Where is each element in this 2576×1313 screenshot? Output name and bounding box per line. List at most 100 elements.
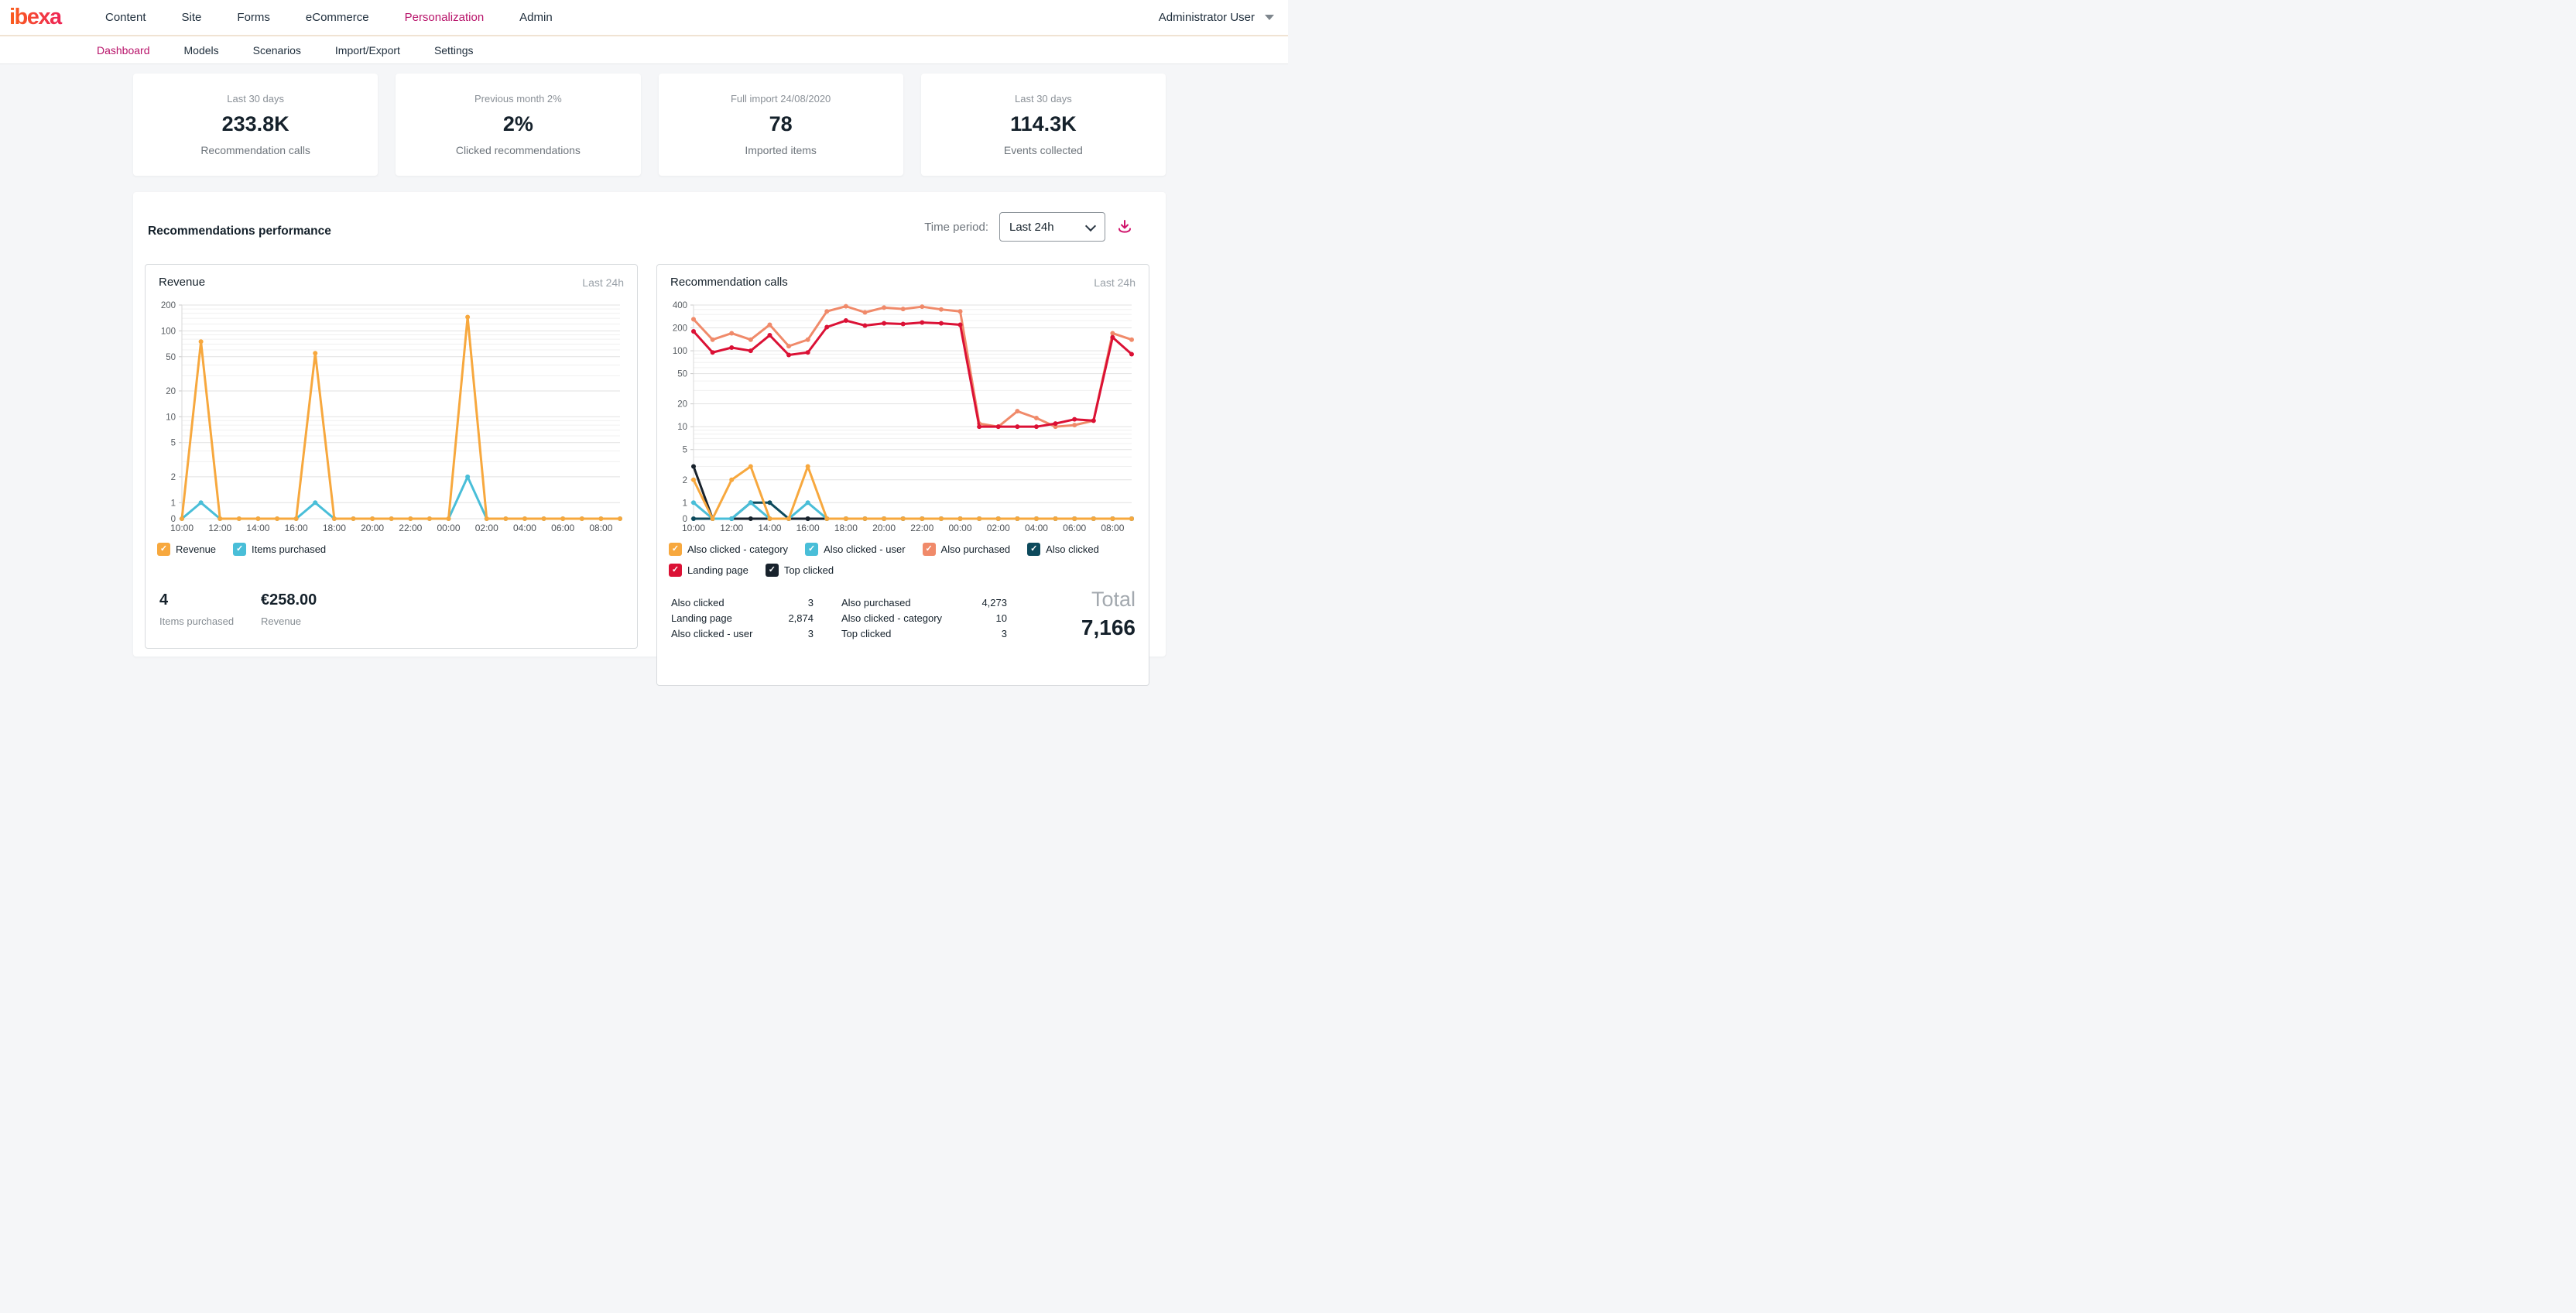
top-navigation: ibexa Content Site Forms eCommerce Perso… bbox=[0, 0, 1288, 36]
chart-header: Recommendation calls Last 24h bbox=[670, 276, 1136, 289]
kpi-label: Recommendation calls bbox=[200, 144, 310, 156]
summary-label: Landing page bbox=[671, 612, 732, 624]
recommendation-calls-chart-card: Recommendation calls Last 24h 0 1 2 5 10 20 50… bbox=[656, 264, 1149, 686]
revenue-legend: Revenue Items purchased bbox=[157, 543, 625, 556]
total-items-purchased: 4 Items purchased bbox=[159, 591, 235, 627]
legend-item-also-purchased[interactable]: Also purchased bbox=[922, 543, 1010, 556]
svg-text:16:00: 16:00 bbox=[796, 523, 820, 533]
svg-text:5: 5 bbox=[171, 439, 176, 448]
summary-label: Also clicked - category bbox=[841, 612, 943, 624]
legend-item-also-clicked[interactable]: Also clicked bbox=[1027, 543, 1099, 556]
svg-text:50: 50 bbox=[166, 353, 176, 362]
tab-models[interactable]: Models bbox=[183, 43, 219, 57]
personalization-sub-navigation: Dashboard Models Scenarios Import/Export… bbox=[0, 36, 1288, 63]
calls-total: Total 7,166 bbox=[1081, 588, 1136, 640]
checkbox-checked-icon bbox=[157, 543, 170, 556]
kpi-label: Events collected bbox=[1003, 144, 1083, 156]
checkbox-checked-icon bbox=[669, 543, 682, 556]
summary-label: Also purchased bbox=[841, 597, 911, 609]
summary-value: 10 bbox=[995, 612, 1007, 624]
svg-text:04:00: 04:00 bbox=[513, 523, 536, 533]
menu-item-admin[interactable]: Admin bbox=[519, 11, 553, 24]
ibexa-logo[interactable]: ibexa bbox=[9, 6, 94, 29]
summary-label: Top clicked bbox=[841, 628, 892, 639]
kpi-value: 78 bbox=[769, 112, 793, 135]
user-menu[interactable]: Administrator User bbox=[1159, 11, 1274, 24]
recommendation-calls-line-chart: 0 1 2 5 10 20 50 100 200 400 10:00 12:00 14:00 16:00 1… bbox=[673, 301, 1134, 533]
summary-label: Also clicked bbox=[671, 597, 724, 609]
kpi-label: Clicked recommendations bbox=[455, 144, 581, 156]
svg-text:08:00: 08:00 bbox=[1101, 523, 1124, 533]
svg-text:10:00: 10:00 bbox=[170, 523, 194, 533]
svg-text:100: 100 bbox=[161, 327, 176, 336]
svg-text:14:00: 14:00 bbox=[758, 523, 781, 533]
time-period-controls: Time period: Last 24h bbox=[924, 212, 1133, 242]
kpi-label: Imported items bbox=[745, 144, 817, 156]
main-menu: Content Site Forms eCommerce Personaliza… bbox=[105, 11, 553, 24]
svg-text:06:00: 06:00 bbox=[551, 523, 574, 533]
menu-item-site[interactable]: Site bbox=[181, 11, 202, 24]
menu-item-content[interactable]: Content bbox=[105, 11, 146, 24]
legend-item-also-clicked-user[interactable]: Also clicked - user bbox=[805, 543, 906, 556]
svg-text:2: 2 bbox=[683, 476, 687, 485]
svg-text:12:00: 12:00 bbox=[720, 523, 743, 533]
tab-import-export[interactable]: Import/Export bbox=[334, 43, 400, 57]
checkbox-checked-icon bbox=[233, 543, 247, 556]
svg-text:50: 50 bbox=[677, 370, 687, 379]
summary-label: Also clicked - user bbox=[671, 628, 753, 639]
svg-text:02:00: 02:00 bbox=[475, 523, 498, 533]
svg-text:16:00: 16:00 bbox=[285, 523, 308, 533]
checkbox-checked-icon bbox=[805, 543, 819, 556]
menu-item-ecommerce[interactable]: eCommerce bbox=[305, 11, 369, 24]
legend-item-items-purchased[interactable]: Items purchased bbox=[233, 543, 326, 556]
legend-item-also-clicked-category[interactable]: Also clicked - category bbox=[669, 543, 788, 556]
svg-text:20: 20 bbox=[677, 400, 687, 410]
chevron-down-icon bbox=[1265, 15, 1274, 20]
checkbox-checked-icon bbox=[765, 564, 779, 577]
legend-item-top-clicked[interactable]: Top clicked bbox=[765, 564, 834, 577]
tab-settings[interactable]: Settings bbox=[433, 43, 474, 57]
svg-text:00:00: 00:00 bbox=[437, 523, 461, 533]
kpi-value: 233.8K bbox=[221, 112, 289, 135]
section-title: Recommendations performance bbox=[148, 225, 331, 238]
kpi-period: Last 30 days bbox=[1015, 93, 1072, 105]
summary-value: 4,273 bbox=[981, 597, 1007, 609]
svg-text:06:00: 06:00 bbox=[1063, 523, 1086, 533]
kpi-card-events-collected: Last 30 days 114.3K Events collected bbox=[920, 74, 1166, 176]
recommendations-performance-section: Recommendations performance Time period:… bbox=[133, 192, 1166, 686]
tab-scenarios[interactable]: Scenarios bbox=[252, 43, 301, 57]
download-button[interactable] bbox=[1116, 218, 1133, 235]
svg-text:0: 0 bbox=[683, 515, 687, 524]
time-period-select[interactable]: Last 24h bbox=[999, 212, 1105, 242]
menu-item-personalization[interactable]: Personalization bbox=[404, 11, 485, 24]
svg-text:20:00: 20:00 bbox=[872, 523, 896, 533]
svg-text:5: 5 bbox=[683, 446, 687, 455]
total-value: 7,166 bbox=[1081, 615, 1136, 639]
revenue-line-chart: 0 1 2 5 10 20 50 100 200 10:00 12:00 14:00 16:00 18:0… bbox=[161, 301, 622, 533]
legend-item-revenue[interactable]: Revenue bbox=[157, 543, 216, 556]
chart-header: Revenue Last 24h bbox=[159, 276, 624, 289]
calls-legend: Also clicked - category Also clicked - u… bbox=[669, 543, 1137, 577]
kpi-cards-row: Last 30 days 233.8K Recommendation calls… bbox=[133, 74, 1166, 176]
kpi-period: Full import 24/08/2020 bbox=[730, 93, 831, 105]
legend-item-landing-page[interactable]: Landing page bbox=[669, 564, 748, 577]
svg-text:20: 20 bbox=[166, 387, 176, 396]
time-period-label: Time period: bbox=[924, 220, 988, 234]
revenue-totals: 4 Items purchased €258.00 Revenue bbox=[157, 591, 625, 627]
user-name: Administrator User bbox=[1158, 11, 1255, 24]
summary-value: 3 bbox=[807, 628, 814, 639]
svg-text:10:00: 10:00 bbox=[682, 523, 705, 533]
svg-text:18:00: 18:00 bbox=[323, 523, 346, 533]
checkbox-checked-icon bbox=[922, 543, 936, 556]
total-label: Total bbox=[1091, 588, 1136, 611]
total-revenue: €258.00 Revenue bbox=[261, 591, 317, 627]
time-period-select-input[interactable]: Last 24h bbox=[1000, 213, 1105, 241]
svg-text:04:00: 04:00 bbox=[1025, 523, 1048, 533]
tab-dashboard[interactable]: Dashboard bbox=[97, 43, 150, 57]
chart-range-label: Last 24h bbox=[1094, 276, 1136, 289]
menu-item-forms[interactable]: Forms bbox=[237, 11, 270, 24]
kpi-period: Last 30 days bbox=[227, 93, 284, 105]
checkbox-checked-icon bbox=[1027, 543, 1041, 556]
svg-text:18:00: 18:00 bbox=[834, 523, 858, 533]
summary-value: 3 bbox=[1001, 628, 1007, 639]
